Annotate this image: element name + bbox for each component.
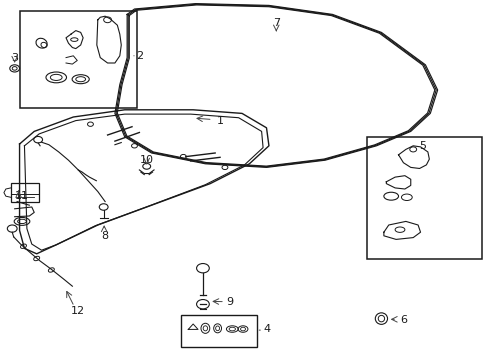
Bar — [11, 183, 39, 202]
Bar — [181, 315, 256, 347]
Bar — [366, 137, 481, 259]
Text: 7: 7 — [272, 18, 279, 28]
Text: 10: 10 — [140, 155, 153, 165]
Text: 6: 6 — [399, 315, 406, 325]
Text: 3: 3 — [11, 53, 18, 63]
Text: 1: 1 — [216, 116, 223, 126]
Text: 2: 2 — [136, 51, 142, 61]
Bar — [20, 11, 137, 108]
Text: 4: 4 — [263, 324, 269, 334]
Text: 9: 9 — [226, 297, 233, 307]
Text: 8: 8 — [102, 231, 108, 241]
Text: 5: 5 — [419, 141, 426, 151]
Text: 11: 11 — [15, 191, 29, 201]
Text: 12: 12 — [71, 306, 85, 316]
